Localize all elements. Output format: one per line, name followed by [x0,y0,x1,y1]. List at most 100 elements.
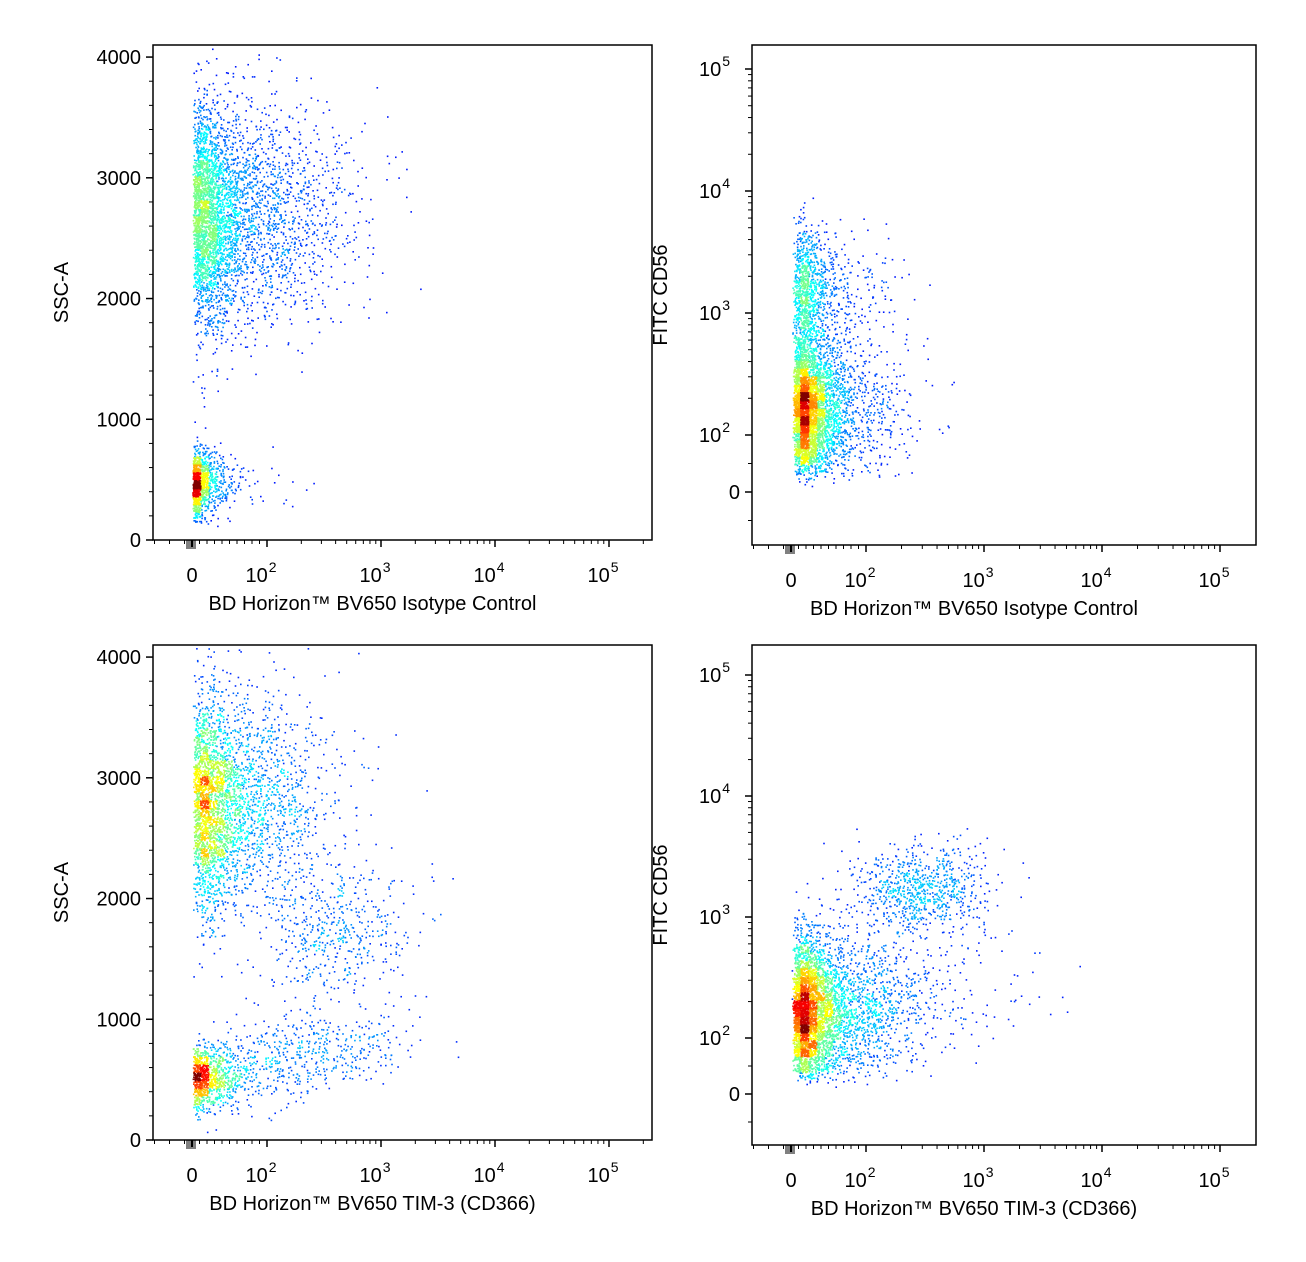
event-dot [284,274,287,276]
event-dot [215,471,218,473]
event-dot [203,237,206,239]
event-dot [207,455,210,458]
event-dot [251,100,253,103]
event-dot [193,472,195,475]
event-dot [240,179,243,181]
event-dot [243,151,246,154]
event-dot [204,88,206,91]
event-dot [240,296,242,299]
event-dot [218,114,220,116]
event-dot [202,172,204,175]
event-dot [196,170,198,173]
event-dot [274,204,277,206]
event-dot [336,288,338,290]
event-dot [215,196,218,199]
event-dot [220,244,223,246]
event-dot [305,244,307,247]
event-dot [260,232,262,235]
event-dot [194,253,197,256]
event-dot [214,217,217,220]
event-dot [357,170,359,173]
event-dot [208,281,211,283]
event-dot [206,300,208,302]
event-dot [282,178,285,181]
event-dot [217,326,219,329]
event-dot [210,276,212,278]
event-dot [199,282,201,284]
event-dot [201,128,204,131]
event-dot [207,149,210,151]
event-dot [199,246,202,248]
event-dot [285,267,288,269]
event-dot [308,266,311,268]
event-dot [220,464,222,466]
event-dot [218,241,221,243]
event-dot [212,514,215,516]
event-dot [214,246,216,249]
event-dot [233,158,235,161]
event-dot [236,234,239,237]
event-dot [204,138,207,141]
event-dot [204,481,207,483]
event-dot [202,488,204,490]
event-dot [307,214,309,217]
event-dot [247,244,250,246]
event-dot [203,500,206,503]
event-dot [203,484,206,487]
event-dot [227,121,229,124]
event-dot [196,460,199,462]
event-dot [223,467,226,469]
event-dot [201,219,203,222]
event-dot [209,131,211,133]
event-dot [214,272,217,275]
event-dot [229,196,231,198]
event-dot [212,194,214,196]
event-dot [256,180,259,183]
event-dot [203,216,206,219]
event-dot [206,200,209,203]
event-dot [278,223,280,225]
event-dot [242,193,244,195]
event-dot [204,304,207,307]
event-dot [206,253,208,256]
event-dot [216,370,219,372]
event-dot [332,194,334,197]
event-dot [289,318,291,321]
event-dot [245,177,247,179]
event-dot [194,246,196,248]
event-dot [202,273,205,275]
event-dot [226,147,229,149]
event-dot [217,462,219,465]
event-dot [217,169,220,172]
event-dot [217,320,219,323]
event-dot [309,270,312,273]
event-dot [204,132,206,134]
event-dot [213,197,216,199]
event-dot [195,273,198,275]
event-dot [249,243,251,246]
event-dot [210,247,213,249]
event-dot [312,190,314,192]
event-dot [197,302,200,305]
event-dot [217,193,219,196]
event-dot [197,123,200,125]
event-dot [213,88,216,91]
event-dot [372,247,375,249]
event-dot [209,496,211,498]
event-dot [249,173,251,175]
event-dot [218,176,220,179]
event-dot [311,342,313,345]
event-dot [206,240,208,242]
event-dot [209,251,211,253]
event-dot [202,265,204,268]
event-dot [212,163,214,166]
event-dot [194,197,196,200]
event-dot [227,215,230,217]
event-dot [221,201,224,204]
event-dot [208,210,211,213]
event-dot [212,468,215,470]
event-dot [211,467,214,470]
event-dot [246,346,249,348]
event-dot [212,272,214,274]
event-dot [215,259,218,261]
